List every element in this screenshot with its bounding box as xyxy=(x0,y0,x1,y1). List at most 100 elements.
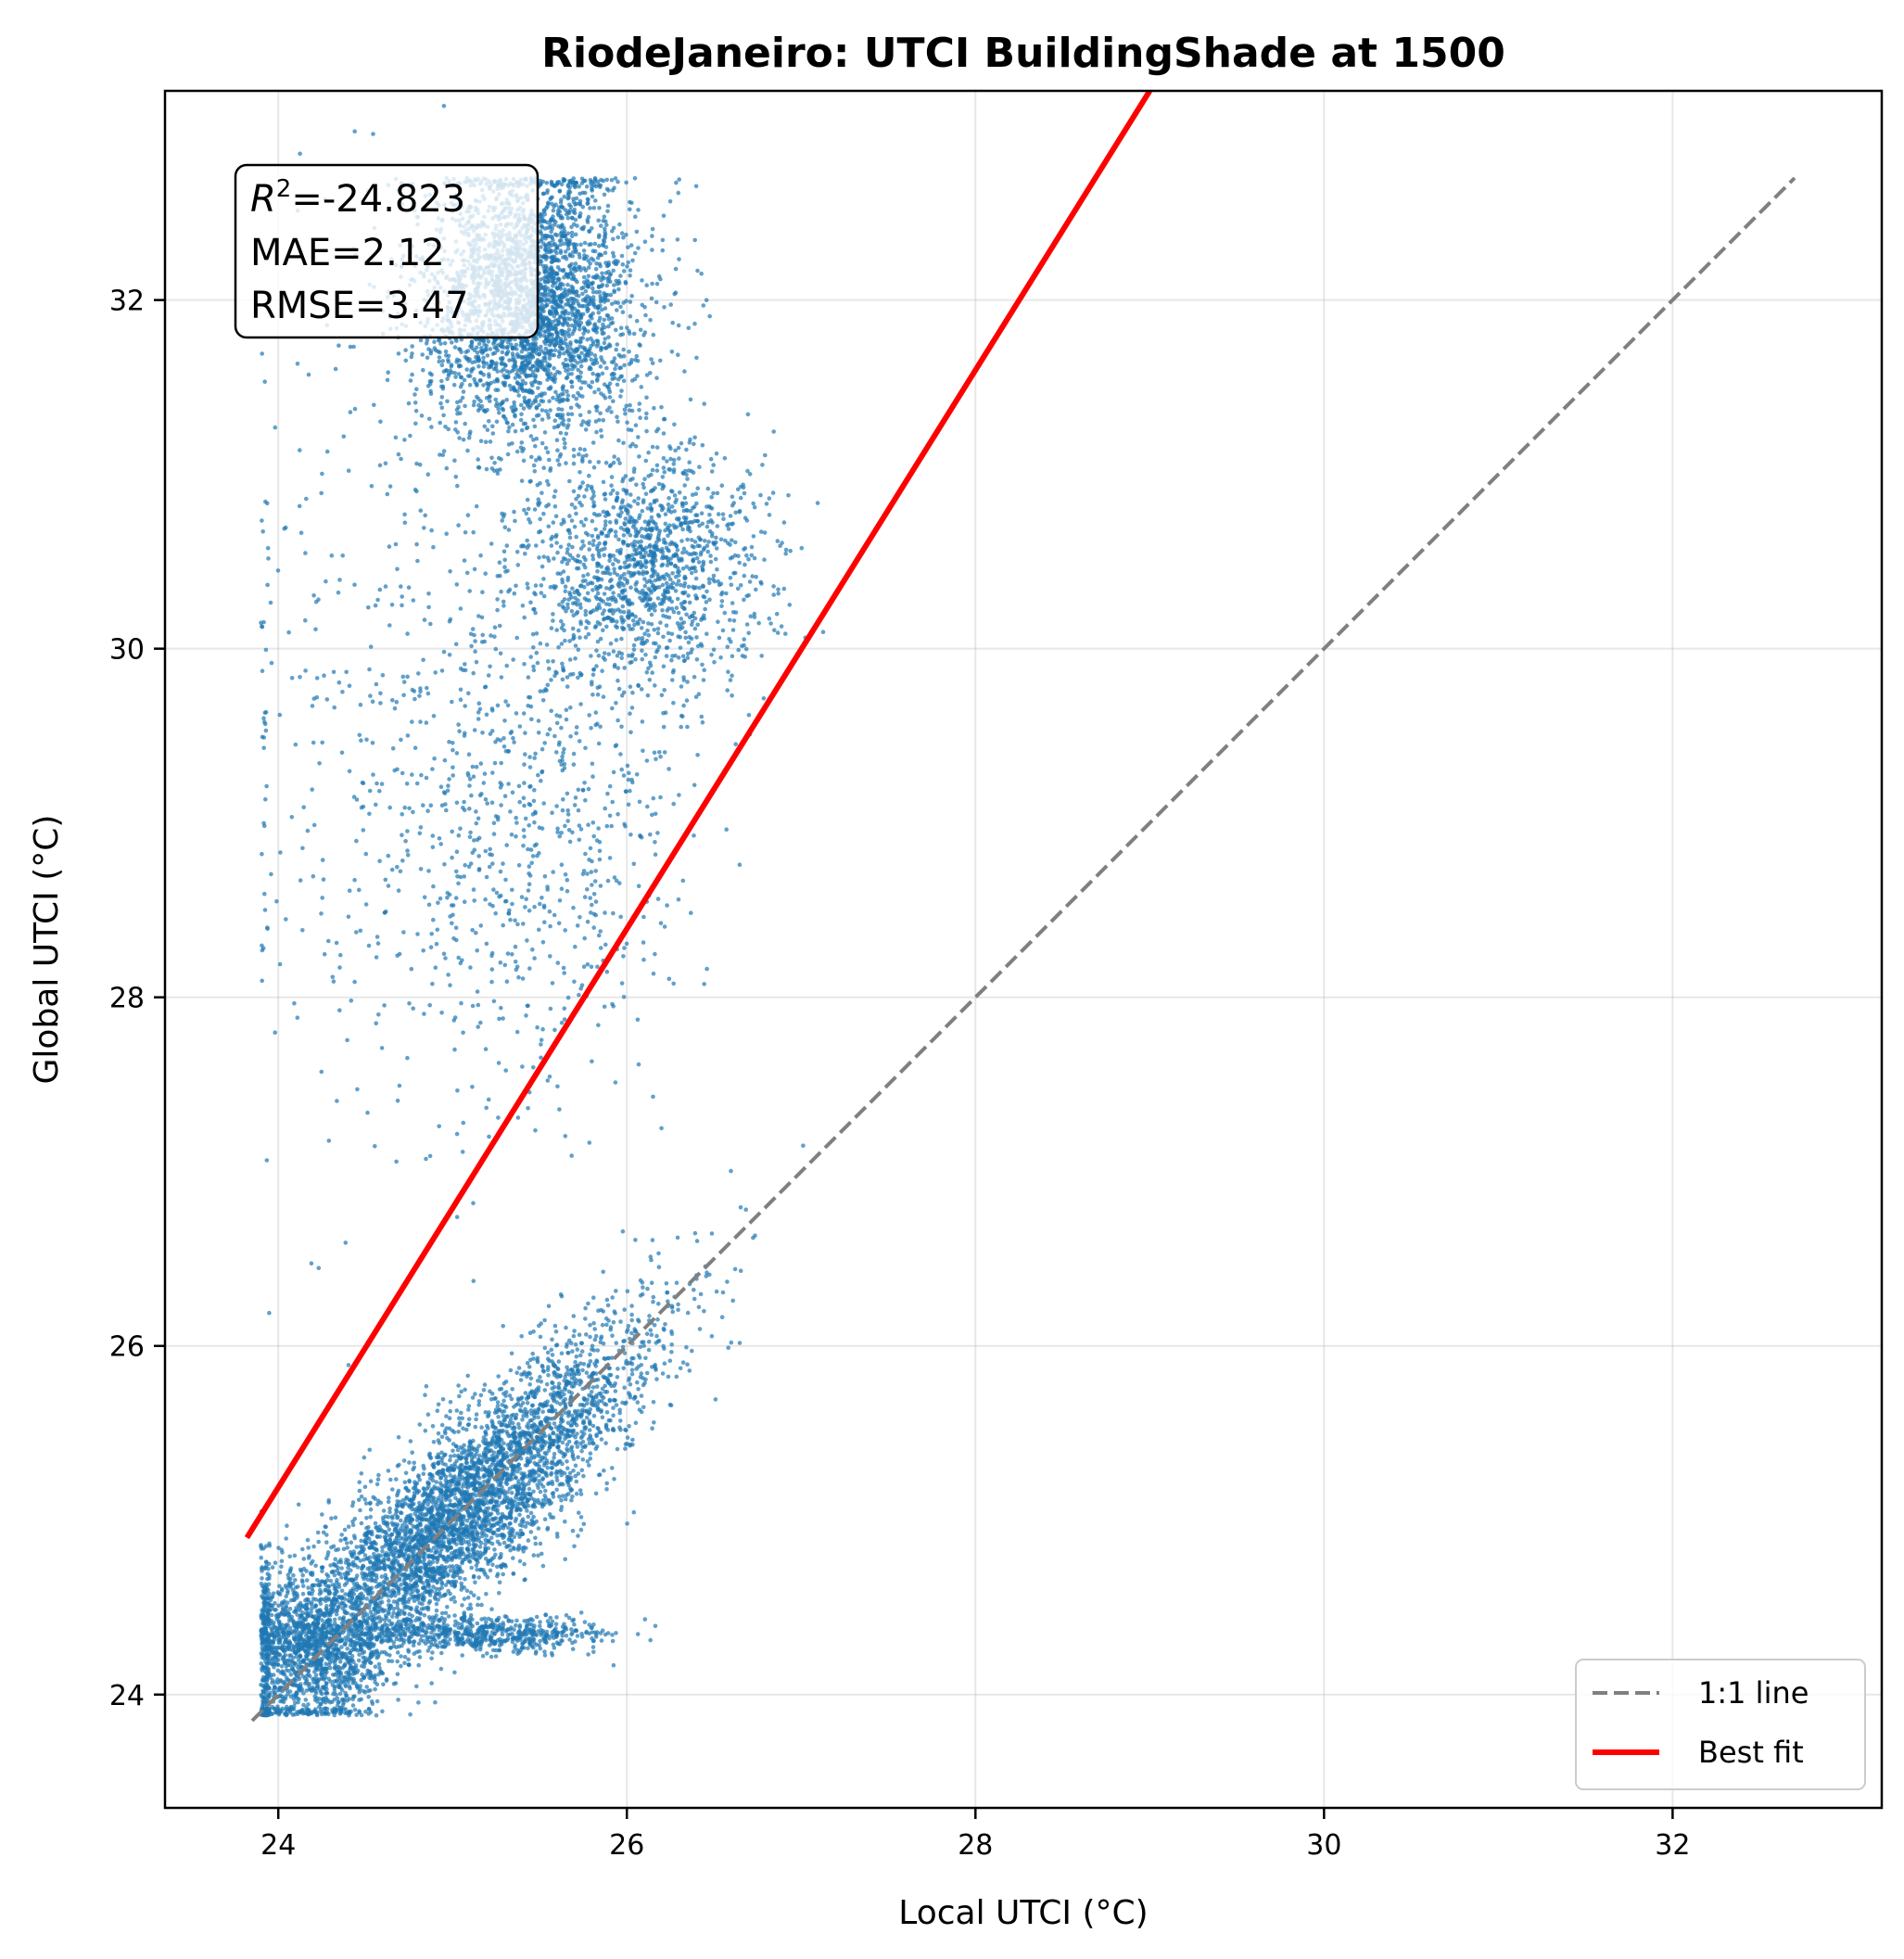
scatter-point xyxy=(355,1565,361,1570)
scatter-point xyxy=(443,1493,449,1498)
scatter-point xyxy=(329,1545,334,1550)
scatter-point xyxy=(413,1525,418,1530)
scatter-point xyxy=(362,1455,367,1460)
scatter-point xyxy=(594,1393,599,1398)
scatter-point xyxy=(320,1565,324,1570)
scatter-point xyxy=(463,1555,469,1559)
scatter-point xyxy=(431,1575,436,1580)
scatter-point xyxy=(635,1400,641,1405)
scatter-point xyxy=(443,1452,448,1457)
scatter-point xyxy=(455,1569,461,1573)
scatter-point xyxy=(456,1534,462,1540)
scatter-point xyxy=(587,1463,591,1468)
scatter-point xyxy=(550,1353,555,1357)
scatter-point xyxy=(353,1576,359,1582)
scatter-point xyxy=(320,1618,324,1622)
scatter-point xyxy=(565,1479,571,1484)
scatter-point xyxy=(651,1299,655,1304)
scatter-point xyxy=(508,1475,513,1480)
scatter-point xyxy=(565,1365,569,1370)
scatter-point xyxy=(512,1546,516,1551)
scatter-point xyxy=(397,1585,401,1591)
scatter-point xyxy=(435,1408,440,1413)
scatter-point xyxy=(468,1443,474,1448)
scatter-point xyxy=(454,1408,460,1413)
scatter-point xyxy=(603,1441,608,1445)
scatter-point xyxy=(577,1332,582,1337)
scatter-point xyxy=(395,1612,400,1617)
scatter-point xyxy=(489,1470,494,1476)
scatter-point xyxy=(487,1448,492,1454)
scatter-point xyxy=(409,1498,413,1503)
scatter-point xyxy=(537,1479,541,1483)
scatter-point xyxy=(339,1533,345,1537)
scatter-point xyxy=(389,1514,395,1520)
scatter-point xyxy=(545,1465,551,1470)
scatter-point xyxy=(610,1295,615,1300)
scatter-point xyxy=(591,1413,597,1418)
scatter-point xyxy=(512,1405,516,1409)
scatter-point xyxy=(587,1441,592,1446)
scatter-point xyxy=(414,1616,420,1621)
scatter-point xyxy=(552,1323,558,1329)
scatter-point xyxy=(556,1426,562,1431)
scatter-point xyxy=(603,1356,608,1362)
scatter-point xyxy=(486,1539,490,1544)
scatter-point xyxy=(457,1416,462,1420)
scatter-point xyxy=(402,1660,407,1665)
scatter-point xyxy=(416,1593,421,1598)
scatter-point xyxy=(407,1460,412,1465)
scatter-point xyxy=(339,1588,345,1594)
scatter-point xyxy=(465,1422,471,1428)
scatter-point xyxy=(445,1605,450,1609)
scatter-point xyxy=(527,1486,532,1492)
scatter-point xyxy=(427,1471,433,1477)
scatter-point xyxy=(647,1314,652,1318)
scatter-point xyxy=(418,1578,424,1583)
scatter-point xyxy=(521,1372,526,1377)
scatter-point xyxy=(444,1426,449,1431)
scatter-point xyxy=(544,1381,550,1387)
scatter-point xyxy=(564,1382,569,1387)
scatter-point xyxy=(337,1675,343,1680)
scatter-point xyxy=(514,1492,519,1497)
scatter-point xyxy=(434,1550,439,1555)
scatter-point xyxy=(370,1590,375,1596)
scatter-point xyxy=(462,1596,467,1601)
scatter-point xyxy=(460,1603,464,1608)
scatter-point xyxy=(433,1596,438,1601)
scatter-point xyxy=(570,1528,576,1533)
scatter-point xyxy=(371,1495,376,1500)
scatter-point xyxy=(565,1342,569,1346)
scatter-point xyxy=(369,1699,374,1704)
scatter-point xyxy=(411,1485,416,1491)
scatter-point xyxy=(431,1567,437,1571)
scatter-point xyxy=(738,1268,743,1273)
scatter-point xyxy=(463,1470,469,1476)
scatter-point xyxy=(467,1559,473,1564)
scatter-point xyxy=(456,1430,461,1434)
scatter-point xyxy=(476,1460,481,1466)
scatter-point xyxy=(519,1334,524,1339)
scatter-point xyxy=(574,1479,579,1484)
scatter-point xyxy=(656,1251,661,1256)
scatter-point xyxy=(476,1596,481,1601)
scatter-point xyxy=(486,1479,491,1484)
scatter-point xyxy=(484,1592,489,1596)
scatter-point xyxy=(417,1500,422,1506)
scatter-point xyxy=(451,1595,456,1600)
scatter-point xyxy=(509,1444,514,1449)
scatter-point xyxy=(623,1446,628,1451)
scatter-point xyxy=(584,1332,589,1337)
scatter-point xyxy=(407,1583,413,1587)
scatter-point xyxy=(486,1561,490,1567)
scatter-point xyxy=(380,1607,385,1612)
scatter-point xyxy=(319,1711,324,1717)
scatter-point xyxy=(625,1435,630,1440)
scatter-point xyxy=(474,1417,478,1422)
scatter-point xyxy=(555,1444,560,1450)
scatter-point xyxy=(625,1289,630,1294)
scatter-point xyxy=(468,1590,474,1595)
scatter-point xyxy=(439,1546,444,1552)
